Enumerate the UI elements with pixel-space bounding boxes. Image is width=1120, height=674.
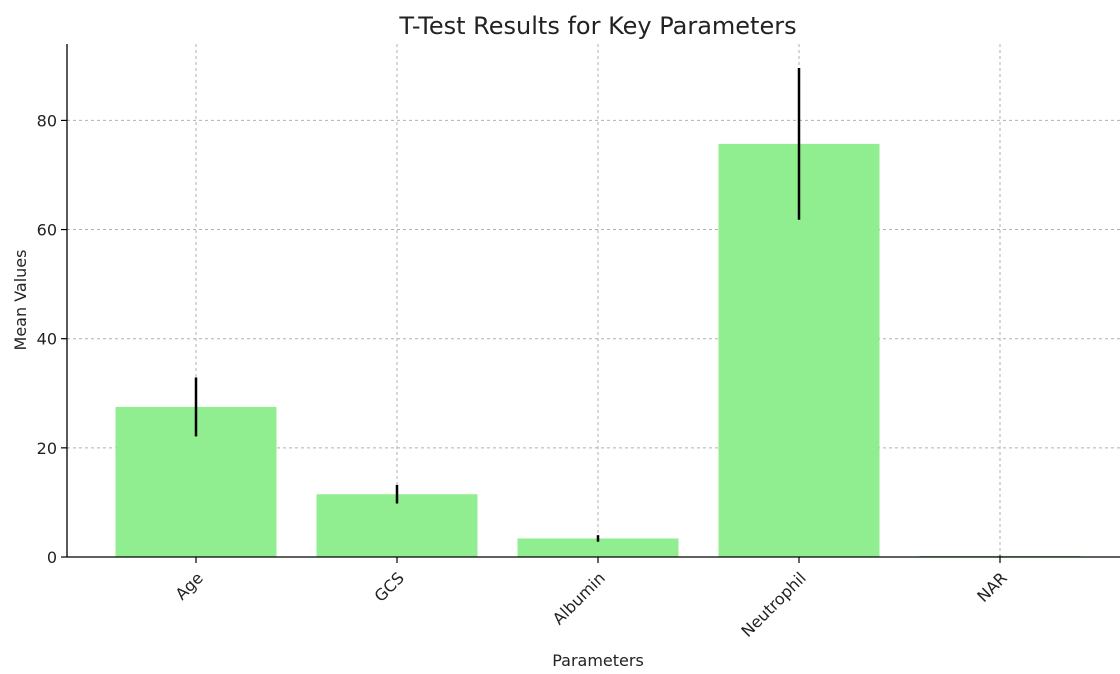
y-tick-label: 20 <box>37 439 57 458</box>
x-tick-label-nar: NAR <box>973 568 1010 605</box>
x-tick-label-gcs: GCS <box>371 568 408 605</box>
y-tick-label: 80 <box>37 111 57 130</box>
y-tick-label: 60 <box>37 221 57 240</box>
y-tick-label: 0 <box>47 548 57 567</box>
axes <box>61 44 1120 563</box>
error-bars <box>194 68 1002 557</box>
chart-title: T-Test Results for Key Parameters <box>398 12 796 40</box>
y-axis-label: Mean Values <box>11 250 30 351</box>
bar-albumin <box>517 538 679 557</box>
x-tick-label-neutrophil: Neutrophil <box>737 568 809 640</box>
y-tick-label: 40 <box>37 330 57 349</box>
x-axis-label: Parameters <box>552 651 644 670</box>
bar-gcs <box>316 494 478 557</box>
x-tick-label-albumin: Albumin <box>549 568 609 628</box>
x-tick-label-age: Age <box>172 568 207 603</box>
